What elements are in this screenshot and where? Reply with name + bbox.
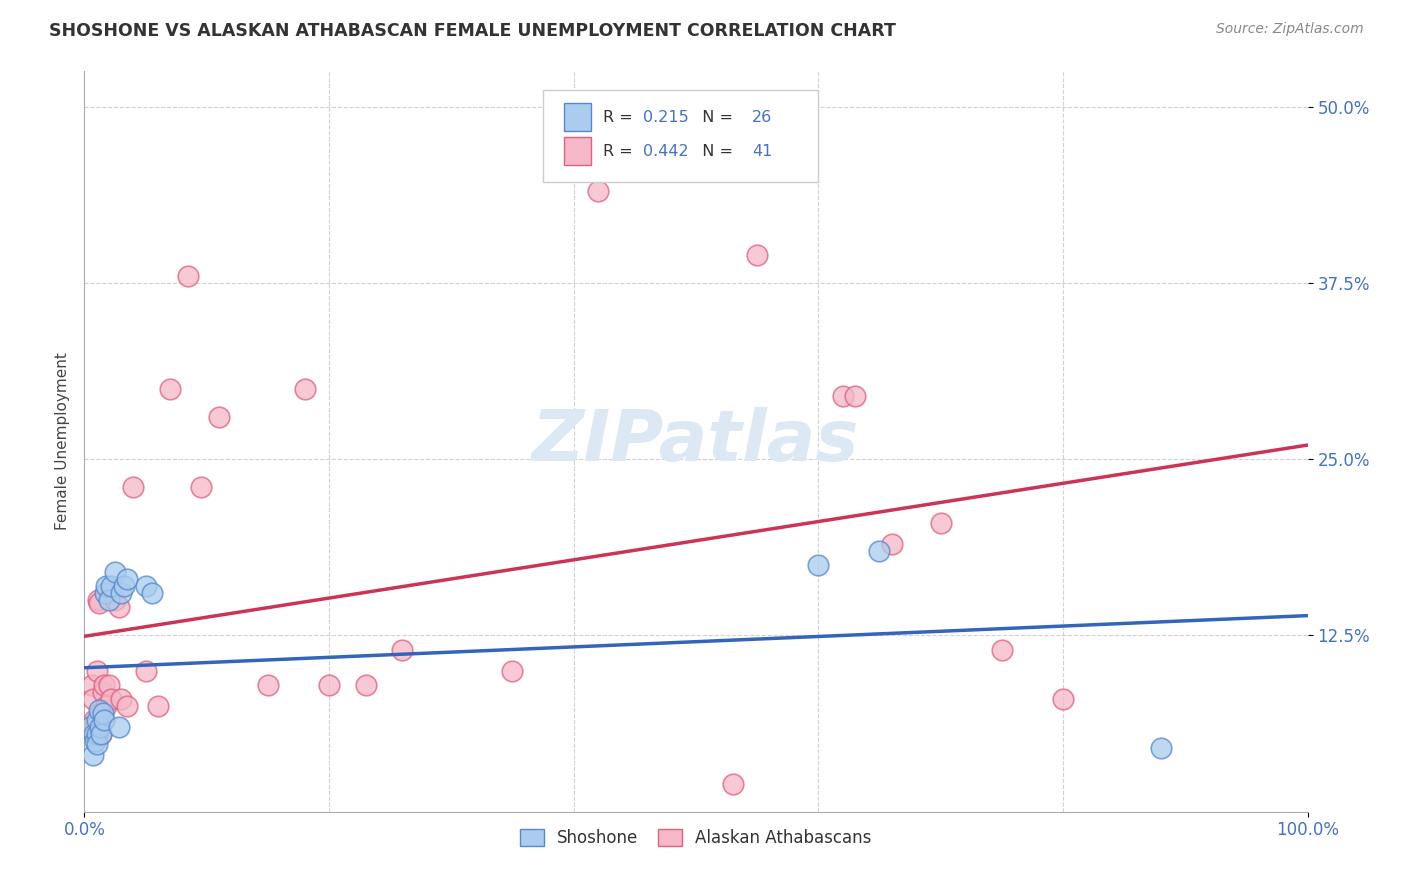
Point bbox=[141, 586, 163, 600]
Point bbox=[97, 678, 120, 692]
Point bbox=[96, 698, 118, 713]
Point bbox=[107, 600, 129, 615]
Point bbox=[93, 678, 115, 692]
Point bbox=[880, 537, 903, 551]
Text: R =: R = bbox=[603, 110, 638, 125]
Point bbox=[294, 382, 316, 396]
Y-axis label: Female Unemployment: Female Unemployment bbox=[55, 352, 70, 531]
Point bbox=[991, 642, 1014, 657]
Point bbox=[100, 579, 122, 593]
Point bbox=[354, 678, 377, 692]
Point bbox=[94, 586, 117, 600]
Point bbox=[104, 565, 127, 579]
Point bbox=[97, 593, 120, 607]
Text: N =: N = bbox=[692, 110, 738, 125]
Point bbox=[135, 664, 157, 678]
Point bbox=[104, 593, 127, 607]
Point bbox=[91, 706, 114, 720]
Point bbox=[146, 698, 169, 713]
Text: R =: R = bbox=[603, 144, 638, 159]
Text: SHOSHONE VS ALASKAN ATHABASCAN FEMALE UNEMPLOYMENT CORRELATION CHART: SHOSHONE VS ALASKAN ATHABASCAN FEMALE UN… bbox=[49, 22, 896, 40]
FancyBboxPatch shape bbox=[564, 103, 591, 131]
Point bbox=[110, 586, 132, 600]
Point bbox=[87, 593, 110, 607]
Point bbox=[159, 382, 181, 396]
Point bbox=[86, 664, 108, 678]
Point bbox=[391, 642, 413, 657]
Text: 0.215: 0.215 bbox=[644, 110, 689, 125]
Point bbox=[115, 698, 138, 713]
Point bbox=[86, 737, 108, 751]
Point bbox=[208, 409, 231, 424]
FancyBboxPatch shape bbox=[564, 137, 591, 165]
Text: Source: ZipAtlas.com: Source: ZipAtlas.com bbox=[1216, 22, 1364, 37]
Point bbox=[79, 720, 101, 734]
Point bbox=[1150, 741, 1173, 756]
Point bbox=[747, 248, 769, 262]
Point bbox=[721, 776, 744, 790]
Text: 26: 26 bbox=[752, 110, 772, 125]
Point bbox=[807, 558, 830, 572]
Point bbox=[869, 544, 891, 558]
Point bbox=[86, 727, 108, 741]
Point bbox=[96, 579, 118, 593]
Point bbox=[844, 389, 866, 403]
Point bbox=[502, 664, 524, 678]
Text: N =: N = bbox=[692, 144, 738, 159]
Point bbox=[586, 184, 609, 198]
Point bbox=[82, 748, 104, 763]
Point bbox=[84, 734, 107, 748]
Point bbox=[77, 720, 100, 734]
Point bbox=[112, 579, 135, 593]
Point bbox=[135, 579, 157, 593]
Point bbox=[91, 685, 114, 699]
Point bbox=[115, 572, 138, 586]
Point bbox=[80, 678, 103, 692]
Text: 41: 41 bbox=[752, 144, 773, 159]
Point bbox=[177, 268, 200, 283]
Point bbox=[122, 480, 145, 494]
FancyBboxPatch shape bbox=[543, 90, 818, 183]
Point bbox=[84, 720, 107, 734]
Point bbox=[190, 480, 212, 494]
Point bbox=[831, 389, 853, 403]
Point bbox=[87, 703, 110, 717]
Text: ZIPatlas: ZIPatlas bbox=[533, 407, 859, 476]
Point bbox=[929, 516, 952, 530]
Point bbox=[90, 727, 112, 741]
Text: 0.442: 0.442 bbox=[644, 144, 689, 159]
Point bbox=[110, 692, 132, 706]
Point bbox=[107, 720, 129, 734]
Point bbox=[90, 727, 112, 741]
Point bbox=[100, 692, 122, 706]
Point bbox=[318, 678, 340, 692]
Point bbox=[87, 596, 110, 610]
Point bbox=[1052, 692, 1074, 706]
Point bbox=[89, 720, 111, 734]
Point bbox=[257, 678, 280, 692]
Point bbox=[93, 713, 115, 727]
Point bbox=[82, 692, 104, 706]
Point bbox=[89, 706, 111, 720]
Point bbox=[83, 727, 105, 741]
Point bbox=[83, 713, 105, 727]
Point bbox=[86, 713, 108, 727]
Legend: Shoshone, Alaskan Athabascans: Shoshone, Alaskan Athabascans bbox=[512, 821, 880, 855]
